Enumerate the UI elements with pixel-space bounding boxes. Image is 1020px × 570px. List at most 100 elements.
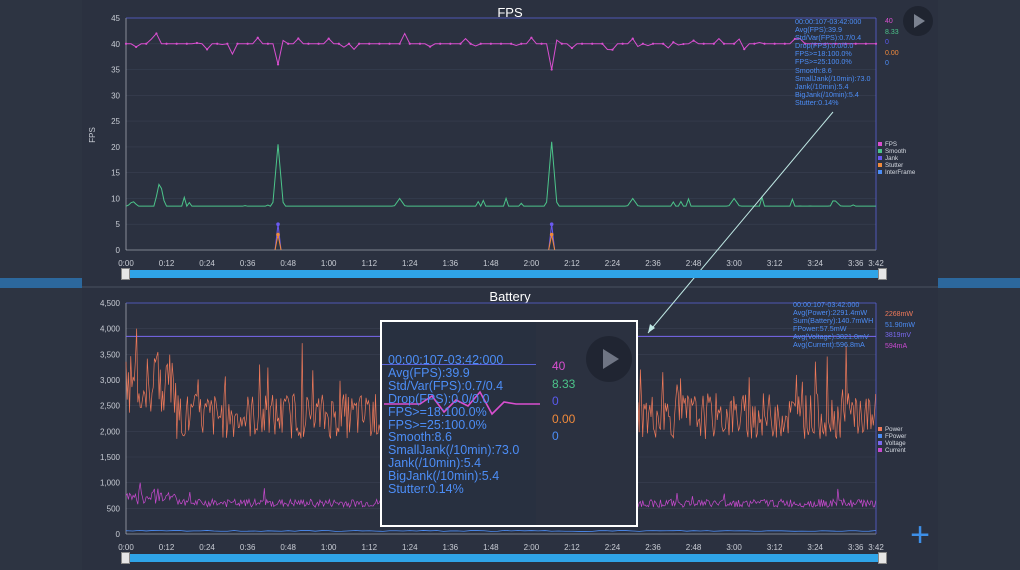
fps-ytick-label: 25 — [111, 117, 120, 126]
fps-value: 0.00 — [885, 49, 899, 57]
battery-xtick-label: 1:24 — [402, 543, 418, 552]
fps-series-point — [803, 42, 807, 45]
battery-timeline-slider[interactable] — [124, 554, 886, 562]
battery-ytick-label: 3,500 — [100, 350, 121, 359]
fps-series-point — [307, 42, 310, 45]
battery-legend-item: Current — [878, 447, 906, 455]
zoom-stat-line: BigJank(/10min):5.4 — [388, 469, 500, 484]
fps-xtick-label: 3:00 — [726, 259, 742, 268]
fps-series-point — [854, 42, 857, 45]
fps-stat-line: Drop(FPS):0.0/0.0 — [795, 41, 854, 51]
battery-xtick-label: 3:00 — [726, 543, 742, 552]
fps-series-point — [276, 63, 280, 66]
legend-swatch — [878, 149, 882, 154]
fps-xtick-label: 0:00 — [118, 259, 134, 268]
battery-ytick-label: 500 — [107, 504, 121, 513]
smooth-series-line — [125, 141, 876, 208]
battery-value: 51.90mW — [885, 321, 915, 329]
zoom-stat-line: SmallJank(/10min):73.0 — [388, 443, 520, 458]
legend-swatch — [878, 434, 882, 439]
fps-timeline-slider[interactable] — [124, 270, 886, 278]
fps-series-point — [834, 42, 837, 45]
battery-ytick-label: 2,500 — [100, 402, 121, 411]
legend-swatch — [878, 427, 882, 432]
fps-xtick-label: 1:24 — [402, 259, 418, 268]
battery-ytick-label: 4,000 — [100, 325, 121, 334]
play-button-small[interactable] — [903, 6, 933, 36]
fps-value: 0 — [885, 60, 889, 67]
fps-series-point — [864, 42, 867, 45]
fps-xtick-label: 2:48 — [686, 259, 702, 268]
zoom-stat-line: Stutter:0.14% — [388, 482, 464, 497]
fps-series-point — [692, 39, 695, 42]
zoom-stat-line: Jank(/10min):5.4 — [388, 456, 482, 471]
battery-stat-line: FPower:57.5mW — [793, 324, 847, 334]
fps-series-point — [722, 42, 726, 45]
fps-series-point — [530, 36, 533, 39]
fps-series-point — [601, 42, 604, 45]
legend-swatch — [878, 441, 882, 446]
battery-xtick-label: 0:12 — [159, 543, 175, 552]
zoom-value: 0.00 — [552, 411, 576, 426]
fps-value: 0 — [885, 39, 889, 46]
fps-ytick-label: 5 — [116, 220, 121, 229]
fps-xtick-label: 0:48 — [280, 259, 296, 268]
play-button[interactable] — [586, 336, 632, 382]
fps-stat-line: Std/Var(FPS):0.7/0.4 — [795, 33, 862, 43]
battery-ytick-label: 2,000 — [100, 427, 121, 436]
fps-xtick-label: 2:12 — [564, 259, 580, 268]
battery-ytick-label: 1,500 — [100, 453, 121, 462]
fps-series-point — [185, 42, 188, 45]
legend-label: Jank — [885, 154, 899, 162]
battery-stat-line: Avg(Voltage):3821.0mV — [793, 332, 869, 342]
fps-series-point — [337, 42, 340, 45]
fps-series-point — [205, 48, 209, 51]
fps-slider-right-handle[interactable] — [878, 268, 887, 280]
fps-series-point — [631, 37, 634, 40]
fps-stats-list: 00:00:107-03:42:000 Avg(FPS):39.9 Std/Var(… — [795, 17, 871, 107]
fps-stat-line: Avg(FPS):39.9 — [795, 25, 843, 35]
battery-ytick-label: 1,000 — [100, 479, 121, 488]
battery-xtick-label: 3:36 — [848, 543, 864, 552]
fps-series-point — [611, 48, 614, 51]
battery-legend-item: Power — [878, 426, 906, 434]
fps-slider-left-handle[interactable] — [121, 268, 130, 280]
zoom-value: 0 — [552, 394, 559, 408]
fps-series-point — [368, 42, 371, 45]
fps-stat-line: FPS>=25:100.0% — [795, 57, 852, 67]
fps-xtick-label: 2:00 — [524, 259, 540, 268]
fps-legend-item: FPS — [878, 141, 915, 149]
battery-xtick-label: 3:42 — [868, 543, 884, 552]
fps-series-point — [591, 42, 594, 45]
fps-series-point — [358, 42, 361, 45]
fps-stat-line: SmallJank(/10min):73.0 — [795, 73, 871, 83]
zoom-stat-line: Drop(FPS):0.0/0.0 — [388, 391, 490, 406]
battery-legend: Power FPower Voltage Current — [878, 426, 906, 455]
battery-value: 3819mV — [885, 332, 912, 339]
zoom-current-values: 40 8.33 0 0.00 0 — [552, 358, 575, 446]
legend-label: Smooth — [885, 147, 907, 155]
add-plus-icon[interactable]: + — [910, 516, 930, 554]
fps-series-point — [287, 42, 290, 45]
fps-xtick-label: 3:12 — [767, 259, 783, 268]
fps-xtick-label: 3:24 — [807, 259, 823, 268]
zoom-stat-line: Smooth:8.6 — [388, 430, 452, 445]
battery-xtick-label: 3:24 — [807, 543, 823, 552]
battery-xtick-label: 0:36 — [240, 543, 256, 552]
battery-value: 2268mW — [885, 311, 914, 318]
fps-series-point — [479, 42, 482, 45]
battery-slider-right-handle[interactable] — [878, 552, 887, 564]
jank-series-point — [276, 222, 280, 227]
fps-series-point — [398, 42, 401, 45]
legend-swatch — [878, 142, 882, 147]
fps-series-point — [226, 42, 229, 45]
battery-slider-left-handle[interactable] — [121, 552, 130, 564]
zoom-inset: 00:00:107-03:42:000 Avg(FPS):39.9 Std/Var(… — [380, 320, 638, 527]
battery-stat-line: 00:00:107-03:42:000 — [793, 300, 860, 309]
fps-series-point — [449, 42, 452, 45]
fps-series-point — [135, 45, 138, 49]
battery-ytick-label: 4,500 — [100, 299, 121, 308]
fps-series-point — [560, 42, 563, 45]
zoom-pointer-line — [647, 111, 834, 334]
